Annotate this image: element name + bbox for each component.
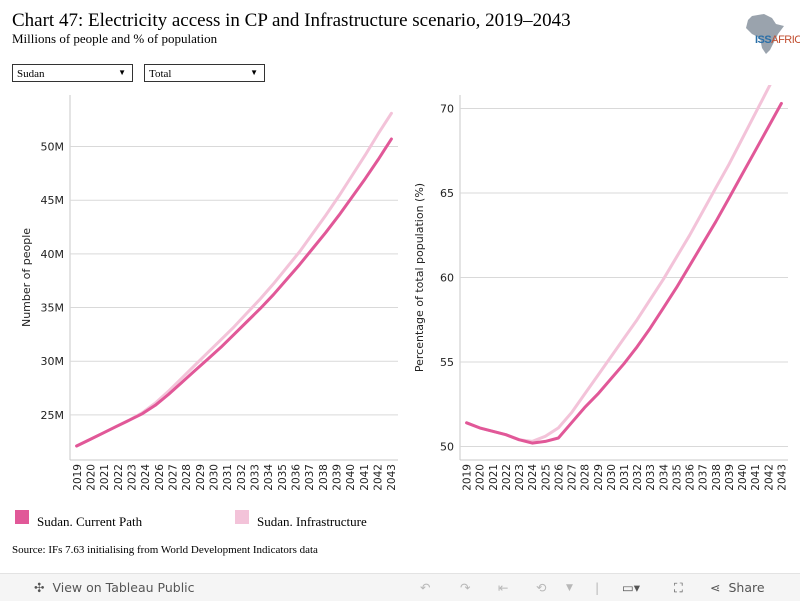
x-tick-label: 2041 <box>359 464 371 491</box>
x-tick-label: 2042 <box>763 464 775 491</box>
x-tick-label: 2040 <box>737 464 749 491</box>
x-tick-label: 2040 <box>345 464 357 491</box>
y-tick-label: 70 <box>440 103 454 116</box>
x-tick-label: 2023 <box>127 464 139 491</box>
y-tick-label: 65 <box>440 187 454 200</box>
x-tick-label: 2027 <box>168 464 180 491</box>
x-tick-label: 2038 <box>318 464 330 491</box>
series-line-current-path <box>75 137 393 448</box>
x-tick-label: 2031 <box>619 464 631 491</box>
x-tick-label: 2020 <box>86 464 98 491</box>
x-tick-label: 2036 <box>291 464 303 491</box>
y-tick-label: 60 <box>440 272 454 285</box>
x-tick-label: 2024 <box>140 464 152 491</box>
revert-icon[interactable]: ⇤ <box>498 580 509 595</box>
x-tick-label: 2030 <box>209 464 221 491</box>
x-tick-label: 2028 <box>580 464 592 491</box>
chevron-down-icon: ▼ <box>250 68 258 77</box>
y-tick-label: 35M <box>41 302 65 315</box>
x-tick-label: 2043 <box>386 464 398 491</box>
toolbar-divider: | <box>595 580 600 595</box>
source-note: Source: IFs 7.63 initialising from World… <box>12 544 318 556</box>
x-tick-label: 2019 <box>462 464 474 491</box>
y-tick-label: 40M <box>41 248 65 261</box>
x-tick-label: 2021 <box>99 464 111 491</box>
x-tick-label: 2032 <box>632 464 644 491</box>
x-tick-label: 2039 <box>332 464 344 491</box>
y-axis-label: Number of people <box>20 228 33 327</box>
refresh-icon[interactable]: ⟲ <box>536 580 547 595</box>
x-tick-label: 2034 <box>263 464 275 491</box>
y-tick-label: 50M <box>41 141 65 154</box>
y-axis-label: Percentage of total population (%) <box>413 183 426 372</box>
x-tick-label: 2033 <box>645 464 657 491</box>
x-tick-label: 2020 <box>475 464 487 491</box>
chevron-down-icon: ▼ <box>118 68 126 77</box>
country-dropdown[interactable]: Sudan ▼ <box>12 64 133 82</box>
x-tick-label: 2037 <box>698 464 710 491</box>
x-tick-label: 2032 <box>236 464 248 491</box>
legend-swatch-infrastructure <box>235 510 249 524</box>
legend-item-infrastructure[interactable]: Sudan. Infrastructure <box>235 510 485 529</box>
series-line-current-path <box>465 101 783 445</box>
x-tick-label: 2024 <box>527 464 539 491</box>
legend-swatch-current-path <box>15 510 29 524</box>
x-tick-label: 2041 <box>750 464 762 491</box>
x-tick-label: 2033 <box>250 464 262 491</box>
x-tick-label: 2026 <box>154 464 166 491</box>
tableau-logo-icon: ✣ <box>34 580 45 595</box>
x-tick-label: 2035 <box>277 464 289 491</box>
x-tick-label: 2039 <box>724 464 736 491</box>
x-tick-label: 2028 <box>181 464 193 491</box>
refresh-menu-icon[interactable]: ▼ <box>566 583 573 593</box>
y-tick-label: 30M <box>41 355 65 368</box>
fullscreen-icon[interactable]: ⛶ <box>674 580 683 595</box>
x-tick-label: 2025 <box>540 464 552 491</box>
undo-icon[interactable]: ↶ <box>420 580 431 595</box>
x-tick-label: 2027 <box>567 464 579 491</box>
series-line-infrastructure <box>75 111 393 448</box>
y-tick-label: 55 <box>440 356 454 369</box>
x-tick-label: 2038 <box>711 464 723 491</box>
redo-icon[interactable]: ↷ <box>460 580 471 595</box>
x-tick-label: 2037 <box>304 464 316 491</box>
y-tick-label: 45M <box>41 194 65 207</box>
x-tick-label: 2019 <box>72 464 84 491</box>
chart-subtitle: Millions of people and % of population <box>12 31 218 46</box>
logo-text: ISSAFRICA <box>755 34 800 46</box>
chart-title: Chart 47: Electricity access in CP and I… <box>12 10 571 31</box>
view-on-tableau-button[interactable]: ✣ View on Tableau Public <box>34 580 195 595</box>
legend-label-infrastructure: Sudan. Infrastructure <box>257 514 367 529</box>
x-tick-label: 2029 <box>593 464 605 491</box>
country-dropdown-value: Sudan <box>17 68 45 80</box>
share-label: Share <box>728 580 765 595</box>
share-button[interactable]: ⋖ Share <box>710 580 765 595</box>
x-tick-label: 2026 <box>553 464 565 491</box>
x-tick-label: 2022 <box>501 464 513 491</box>
legend-item-current-path[interactable]: Sudan. Current Path <box>15 510 375 529</box>
x-tick-label: 2031 <box>222 464 234 491</box>
y-tick-label: 25M <box>41 409 65 422</box>
x-tick-label: 2023 <box>514 464 526 491</box>
x-tick-label: 2035 <box>671 464 683 491</box>
x-tick-label: 2030 <box>606 464 618 491</box>
x-tick-label: 2034 <box>658 464 670 491</box>
measure-dropdown-value: Total <box>149 68 172 80</box>
x-tick-label: 2021 <box>488 464 500 491</box>
series-line-infrastructure <box>465 85 772 443</box>
x-tick-label: 2036 <box>685 464 697 491</box>
download-icon[interactable]: ▭▾ <box>622 580 641 595</box>
x-tick-label: 2043 <box>776 464 788 491</box>
measure-dropdown[interactable]: Total ▼ <box>144 64 265 82</box>
legend-label-current-path: Sudan. Current Path <box>37 514 143 529</box>
africa-map-icon <box>746 14 784 54</box>
view-on-tableau-label: View on Tableau Public <box>52 580 195 595</box>
x-tick-label: 2022 <box>113 464 125 491</box>
y-tick-label: 50 <box>440 440 454 453</box>
share-icon: ⋖ <box>710 580 721 595</box>
tableau-toolbar: ✣ View on Tableau Public ↶ ↷ ⇤ ⟲ ▼ | ▭▾ … <box>0 573 800 601</box>
x-tick-label: 2029 <box>195 464 207 491</box>
x-tick-label: 2042 <box>373 464 385 491</box>
